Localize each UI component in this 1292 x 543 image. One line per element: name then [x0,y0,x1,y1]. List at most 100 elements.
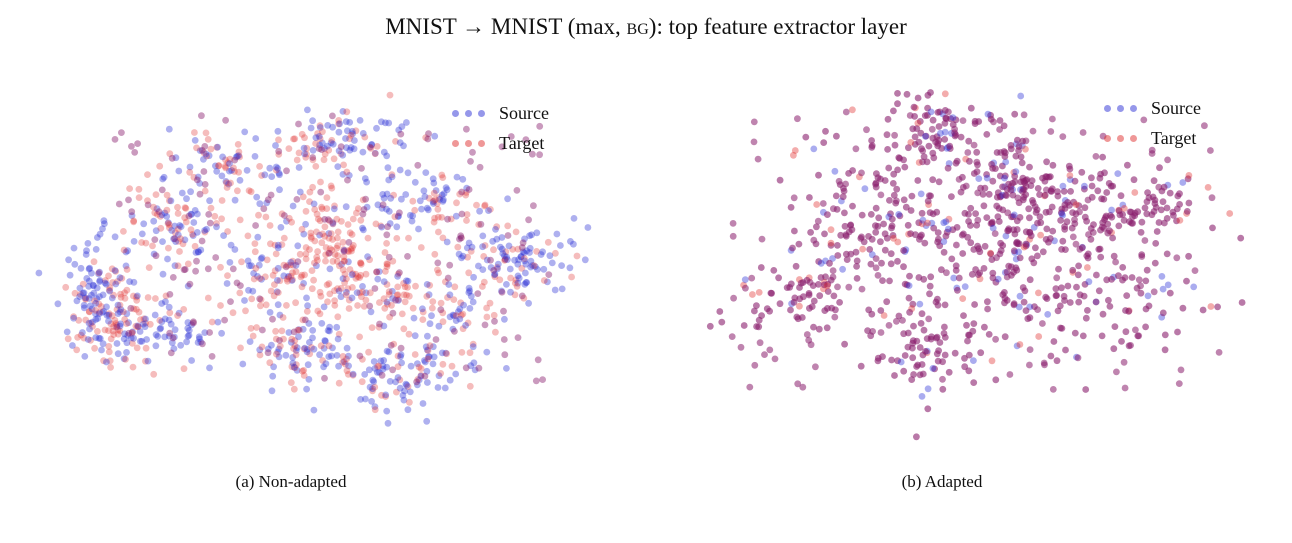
source-point [370,358,378,365]
target-point [386,91,394,99]
mixed-point [990,118,997,126]
mixed-point [397,130,405,138]
mixed-point [858,233,865,241]
target-point [312,140,319,147]
target-point [400,325,408,333]
source-point [422,343,430,351]
target-point [152,295,159,302]
mixed-point [906,112,914,119]
target-point [316,122,324,130]
source-point [201,329,209,336]
target-point [229,309,237,317]
target-point [311,237,319,245]
source-point [188,357,196,364]
source-point [121,330,129,338]
target-point [257,302,264,310]
target-point [256,163,263,170]
source-point [1010,211,1018,219]
mixed-point [1058,284,1065,292]
mixed-point [1163,250,1171,258]
target-point [230,164,237,172]
target-point [187,226,195,234]
source-point [309,327,317,334]
source-point [528,231,535,239]
mixed-point [894,257,901,265]
target-point [202,129,210,137]
mixed-point [753,323,760,330]
target-point [334,313,342,321]
source-point [113,340,121,347]
mixed-point [993,202,1001,210]
source-point [455,308,462,315]
source-point [343,288,350,296]
mixed-point [1061,225,1069,233]
source-point [457,234,465,242]
mixed-point [751,307,758,315]
target-point [166,197,173,205]
target-point [142,319,149,327]
source-point [218,329,226,337]
mixed-point [716,308,724,315]
mixed-point [913,337,921,345]
target-point [166,224,173,232]
source-point [194,248,202,256]
mixed-point [890,191,898,199]
mixed-point [530,202,537,210]
mixed-point [999,162,1006,170]
source-point [941,128,949,136]
mixed-point [500,336,508,343]
source-point [540,265,548,273]
target-point [266,222,274,229]
mixed-point [463,125,470,133]
source-point [326,327,333,335]
mixed-point [740,322,748,329]
mixed-point [1013,226,1021,233]
source-point [396,139,404,146]
mixed-point [131,149,139,156]
mixed-point [815,258,823,265]
mixed-point [888,356,895,364]
target-point [409,197,417,205]
source-point [504,256,511,263]
mixed-point [1103,189,1111,196]
source-point [116,322,124,330]
source-point [274,244,282,252]
source-point [124,332,132,339]
source-point [440,196,447,204]
target-point [224,272,231,279]
source-point [280,272,288,280]
mixed-point [878,259,885,267]
source-point [570,240,577,248]
target-point [383,240,390,247]
source-point [374,201,382,209]
mixed-point [872,228,880,236]
source-point [283,217,290,225]
target-point [487,206,494,213]
mixed-point [989,274,997,282]
mixed-point [896,212,904,220]
source-point [402,191,410,198]
target-point [907,139,915,146]
source-point [558,262,565,269]
source-point [349,370,357,378]
source-point [450,312,458,320]
mixed-point [867,211,875,218]
target-point [335,117,343,124]
source-point [1001,174,1008,182]
source-point [334,163,342,170]
mixed-point [996,126,1003,133]
mixed-point [1011,178,1019,186]
target-point [117,290,124,298]
source-point [342,135,349,142]
target-point [255,211,262,219]
target-point [288,218,295,226]
mixed-point [1115,272,1122,280]
source-point [950,274,958,282]
target-point [349,371,357,379]
source-point [153,205,161,212]
target-point [236,289,244,297]
mixed-point [938,266,945,274]
mixed-point [192,267,200,275]
source-point [92,310,99,318]
source-point [322,337,329,345]
